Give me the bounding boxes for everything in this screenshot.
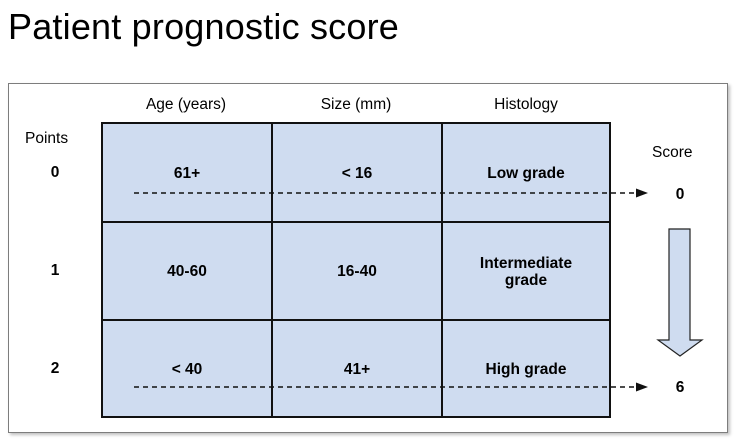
points-value-1: 1 bbox=[50, 262, 60, 279]
row-divider bbox=[103, 319, 609, 321]
cell-histology-row-1: Intermediate grade bbox=[479, 255, 573, 289]
cell-histology-row-0: Low grade bbox=[487, 164, 565, 182]
points-value-2: 2 bbox=[50, 360, 60, 377]
column-header-size: Size (mm) bbox=[320, 96, 392, 113]
cell-size-row-1: 16-40 bbox=[337, 262, 377, 280]
prognostic-score-table: 61+ < 16 Low grade 40-60 16-40 Intermedi… bbox=[101, 122, 611, 418]
cell-age-row-2: < 40 bbox=[171, 360, 203, 378]
score-label: Score bbox=[652, 144, 693, 161]
column-divider bbox=[441, 124, 443, 416]
cell-age-row-0: 61+ bbox=[173, 164, 201, 182]
row-divider bbox=[103, 221, 609, 223]
cell-age-row-1: 40-60 bbox=[167, 262, 207, 280]
points-label: Points bbox=[25, 130, 69, 147]
dashed-arrow-min-score bbox=[134, 188, 648, 198]
column-divider bbox=[271, 124, 273, 416]
column-header-histology: Histology bbox=[494, 96, 558, 113]
cell-histology-row-2: High grade bbox=[485, 360, 567, 378]
page-title: Patient prognostic score bbox=[8, 6, 400, 47]
dashed-arrow-max-score bbox=[134, 382, 648, 392]
cell-size-row-2: 41+ bbox=[343, 360, 371, 378]
points-value-0: 0 bbox=[50, 164, 60, 181]
score-max-value: 6 bbox=[675, 379, 685, 396]
score-direction-arrow bbox=[656, 228, 704, 357]
score-min-value: 0 bbox=[675, 186, 685, 203]
column-header-age: Age (years) bbox=[145, 96, 227, 113]
cell-size-row-0: < 16 bbox=[341, 164, 373, 182]
